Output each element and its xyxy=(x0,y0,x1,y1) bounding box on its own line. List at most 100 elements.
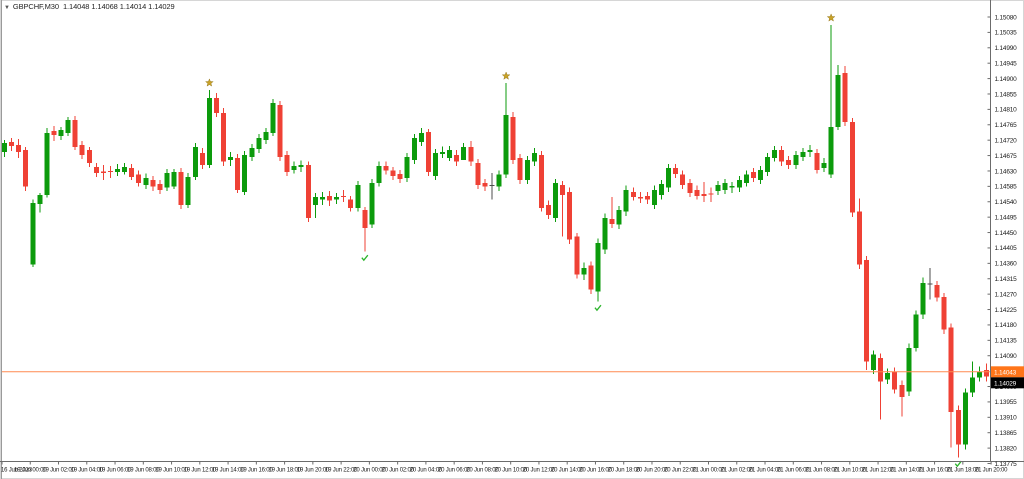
candle-body xyxy=(659,183,665,195)
candle xyxy=(270,99,276,137)
candle xyxy=(736,175,742,192)
time-axis-label: 21 Jun 04:00 xyxy=(749,468,782,474)
candle xyxy=(757,165,763,184)
candle xyxy=(115,163,121,176)
candle xyxy=(454,149,460,166)
candle-body xyxy=(870,354,876,370)
candle xyxy=(326,190,332,206)
check-marker[interactable] xyxy=(954,460,962,468)
candle xyxy=(58,126,64,140)
candle-body xyxy=(242,154,248,192)
candle xyxy=(86,147,92,167)
candle xyxy=(644,191,650,204)
candle-body xyxy=(941,296,947,330)
candle xyxy=(984,363,990,382)
candle-body xyxy=(72,119,78,148)
candle xyxy=(249,143,255,162)
candle-body xyxy=(637,196,643,199)
time-axis-label: 20 Jun 06:00 xyxy=(438,468,471,474)
candle-body xyxy=(192,147,198,177)
candle-body xyxy=(524,160,530,180)
check-marker[interactable] xyxy=(594,304,602,312)
candle xyxy=(362,206,368,252)
candle xyxy=(44,127,50,198)
candle-body xyxy=(750,171,756,178)
check-marker[interactable] xyxy=(361,254,369,262)
candle-body xyxy=(129,167,135,177)
candle xyxy=(30,199,36,267)
candle xyxy=(941,292,947,334)
price-axis-label: 1.14315 xyxy=(995,276,1018,283)
bid-price-badge xyxy=(991,377,1024,389)
candle xyxy=(856,198,862,269)
candle xyxy=(694,185,700,200)
candle xyxy=(383,161,389,175)
time-axis-label: 19 Jun 14:00 xyxy=(212,468,245,474)
time-axis-label: 19 Jun 08:00 xyxy=(127,468,160,474)
chevron-down-icon[interactable]: ▼ xyxy=(4,5,10,11)
candle-body xyxy=(397,174,403,179)
star-marker[interactable] xyxy=(205,78,214,87)
candle xyxy=(199,148,205,169)
time-axis-label: 21 Jun 02:00 xyxy=(721,468,754,474)
candle xyxy=(602,213,608,254)
candle xyxy=(955,405,961,458)
star-marker[interactable] xyxy=(501,71,511,80)
price-axis-label: 1.14180 xyxy=(995,322,1018,329)
candle xyxy=(221,108,227,166)
candle-body xyxy=(779,149,785,162)
candle-body xyxy=(411,137,417,161)
candle-body xyxy=(517,157,523,180)
candle xyxy=(517,153,523,184)
candle xyxy=(750,167,756,182)
star-marker[interactable] xyxy=(826,13,836,22)
candle xyxy=(37,192,43,213)
candle-body xyxy=(348,199,354,208)
candle xyxy=(496,170,502,191)
time-axis-label: 19 Jun 18:00 xyxy=(268,468,301,474)
candle-body xyxy=(270,102,276,133)
candle xyxy=(107,165,113,178)
candle-body xyxy=(722,182,728,190)
candle-body xyxy=(65,119,71,133)
price-axis-label: 1.14675 xyxy=(995,153,1018,160)
candle xyxy=(213,92,219,117)
candle xyxy=(772,145,778,162)
candle xyxy=(666,163,672,192)
candle xyxy=(475,158,481,189)
candle xyxy=(553,178,559,222)
candle xyxy=(164,168,170,191)
candle xyxy=(708,187,714,202)
price-axis-label: 1.14855 xyxy=(995,91,1018,98)
candle-body xyxy=(249,148,255,157)
candle-body xyxy=(906,347,912,392)
candle-body xyxy=(546,204,552,215)
candle-body xyxy=(651,189,657,205)
candle xyxy=(835,64,841,130)
time-axis-label: 19 Jun 02:00 xyxy=(42,468,75,474)
candle xyxy=(913,310,919,352)
price-axis-label: 1.13865 xyxy=(995,430,1018,437)
candle xyxy=(701,181,707,202)
candle-body xyxy=(595,242,601,292)
candle xyxy=(79,140,85,159)
candle xyxy=(906,343,912,396)
candle xyxy=(786,155,792,169)
candle-body xyxy=(680,174,686,185)
candle xyxy=(807,144,813,157)
candle-body xyxy=(326,195,332,201)
candle-body xyxy=(842,73,848,123)
candle xyxy=(150,175,156,191)
time-axis-label: 19 Jun 04:00 xyxy=(71,468,104,474)
candle-body xyxy=(277,104,283,157)
candle xyxy=(341,189,347,202)
candle xyxy=(228,151,234,166)
candle-body xyxy=(644,195,650,200)
candle-body xyxy=(23,149,29,187)
candle-body xyxy=(9,141,15,146)
candle xyxy=(298,160,304,172)
candle xyxy=(616,205,622,229)
candle xyxy=(72,115,78,150)
candle xyxy=(235,153,241,193)
